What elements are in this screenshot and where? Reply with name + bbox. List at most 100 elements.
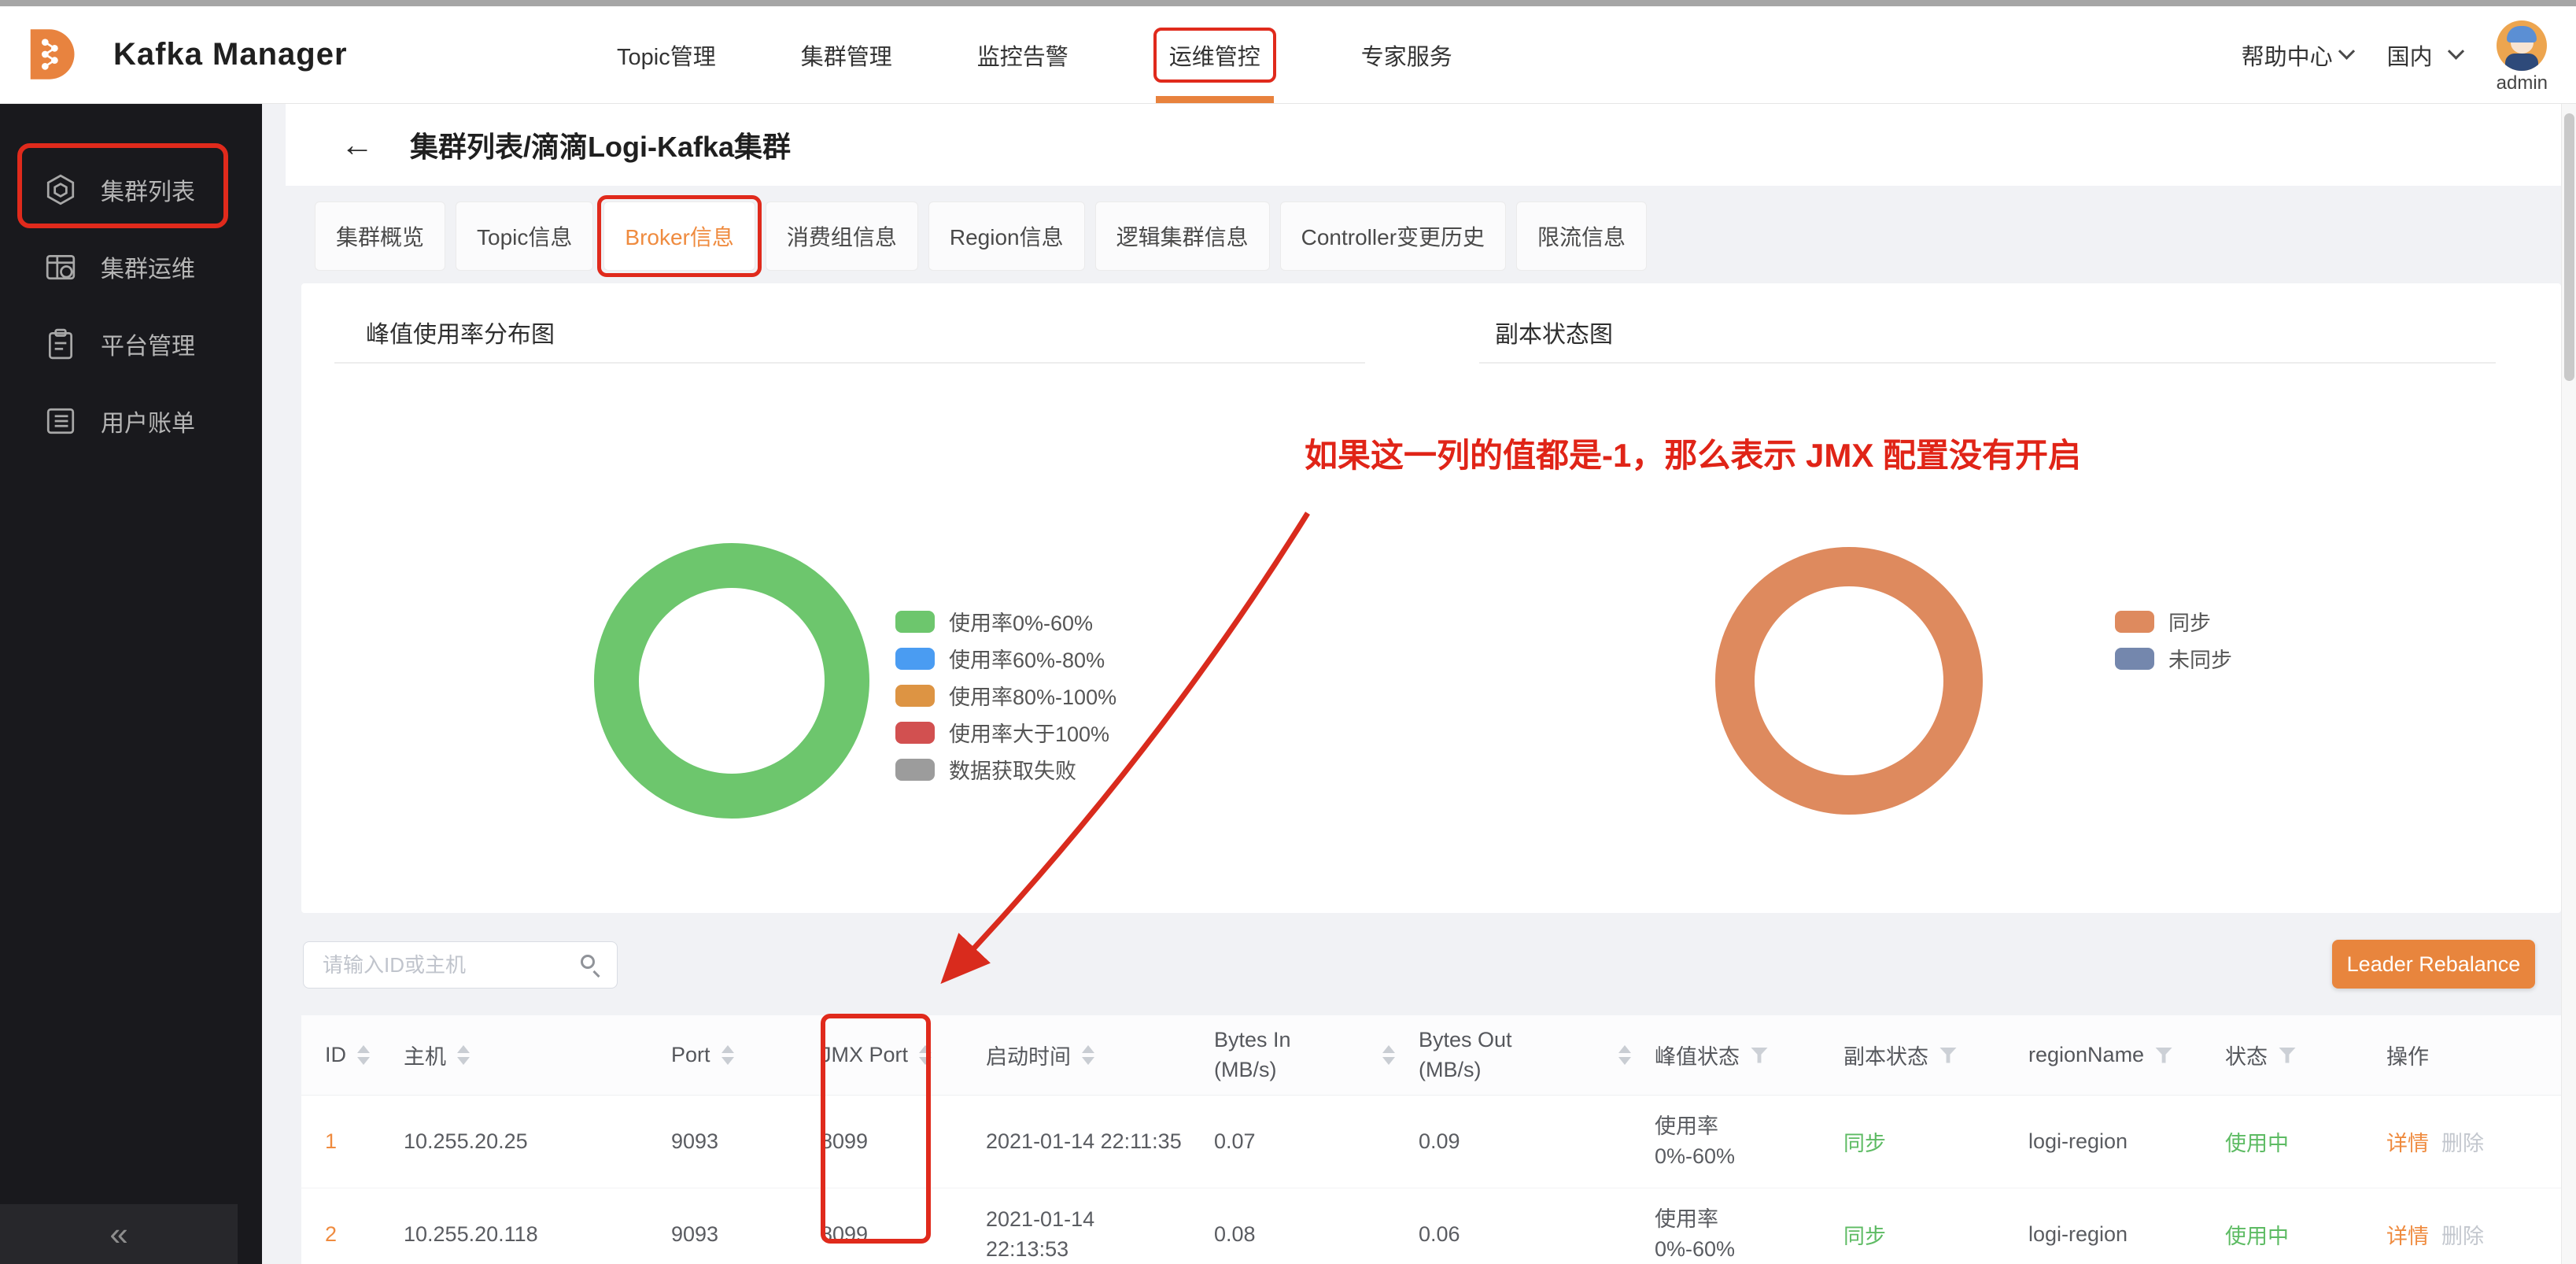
sort-icon[interactable] — [1082, 1045, 1094, 1065]
sort-icon[interactable] — [1382, 1045, 1395, 1065]
tab-broker-info[interactable]: Broker信息 — [597, 195, 762, 277]
filter-icon[interactable] — [2279, 1047, 2296, 1063]
peak-status-cell: 使用率 0%-60% — [1655, 1207, 1736, 1261]
scrollbar-thumb[interactable] — [2564, 113, 2574, 381]
nav-item-label: Topic管理 — [617, 44, 716, 70]
status-cell: 使用中 — [2225, 1225, 2289, 1248]
legend-swatch — [895, 684, 935, 707]
sort-icon[interactable] — [1618, 1045, 1631, 1065]
col-header-bytes-out[interactable]: Bytes Out (MB/s) — [1419, 1026, 1655, 1085]
legend-item[interactable]: 使用率大于100% — [895, 714, 1116, 751]
replica-status-cell: 同步 — [1843, 1132, 1886, 1155]
sidebar-item-platform-admin[interactable]: 平台管理 — [0, 305, 262, 383]
host-cell: 10.255.20.25 — [404, 1129, 528, 1153]
tab-controller-history[interactable]: Controller变更历史 — [1279, 201, 1507, 271]
sort-icon[interactable] — [721, 1045, 734, 1065]
col-label: 峰值状态 — [1655, 1045, 1740, 1069]
tab-cluster-overview[interactable]: 集群概览 — [315, 201, 446, 271]
col-header-id[interactable]: ID — [325, 1043, 404, 1067]
col-label: 操作 — [2386, 1045, 2429, 1069]
legend-item[interactable]: 使用率60%-80% — [895, 640, 1116, 677]
col-label: regionName — [2028, 1043, 2145, 1066]
legend-item[interactable]: 使用率80%-100% — [895, 677, 1116, 714]
detail-link[interactable]: 详情 — [2386, 1225, 2429, 1248]
legend-swatch — [895, 721, 935, 744]
col-label: Bytes Out (MB/s) — [1419, 1027, 1512, 1081]
hexagon-cluster-icon — [44, 173, 77, 206]
sort-icon[interactable] — [919, 1045, 932, 1065]
sort-icon[interactable] — [357, 1045, 370, 1065]
col-label: 副本状态 — [1843, 1045, 1928, 1069]
tab-consumer-group-info[interactable]: 消费组信息 — [765, 201, 918, 271]
tab-logical-cluster-info[interactable]: 逻辑集群信息 — [1094, 201, 1270, 271]
search-icon[interactable] — [580, 954, 602, 978]
nav-item-topic[interactable]: Topic管理 — [574, 6, 758, 103]
back-arrow-icon[interactable]: ← — [341, 126, 374, 163]
search-input[interactable] — [303, 941, 618, 989]
sidebar-item-cluster-list[interactable]: 集群列表 — [0, 151, 262, 228]
legend-item[interactable]: 数据获取失败 — [895, 751, 1116, 788]
filter-icon[interactable] — [2155, 1047, 2173, 1063]
sidebar-item-user-bill[interactable]: 用户账单 — [0, 383, 262, 460]
detail-link[interactable]: 详情 — [2386, 1132, 2429, 1155]
tab-topic-info[interactable]: Topic信息 — [456, 201, 594, 271]
tab-region-info[interactable]: Region信息 — [928, 201, 1085, 271]
avatar-body — [2505, 53, 2539, 71]
peak-status-cell: 使用率 0%-60% — [1655, 1114, 1736, 1168]
col-header-host[interactable]: 主机 — [404, 1040, 671, 1070]
table-row: 1 10.255.20.25 9093 8099 2021-01-14 22:1… — [301, 1096, 2561, 1188]
nav-item-expert[interactable]: 专家服务 — [1319, 6, 1495, 103]
broker-id-link[interactable]: 1 — [325, 1129, 338, 1153]
sort-icon[interactable] — [457, 1045, 470, 1065]
help-center-menu[interactable]: 帮助中心 — [2242, 39, 2355, 72]
col-header-port[interactable]: Port — [671, 1043, 821, 1067]
sidebar-item-cluster-ops[interactable]: 集群运维 — [0, 228, 262, 305]
sidebar-item-label: 用户账单 — [101, 411, 195, 437]
nav-item-label: 集群管理 — [800, 44, 892, 70]
col-header-start-time[interactable]: 启动时间 — [986, 1040, 1214, 1070]
bytes-out-cell: 0.09 — [1419, 1129, 1460, 1153]
nav-item-ops[interactable]: 运维管控 — [1111, 6, 1319, 103]
sidebar-collapse-button[interactable]: « — [0, 1204, 238, 1264]
nav-item-cluster[interactable]: 集群管理 — [758, 6, 935, 103]
col-header-bytes-in[interactable]: Bytes In (MB/s) — [1214, 1026, 1419, 1085]
legend-item[interactable]: 使用率0%-60% — [895, 603, 1116, 640]
delete-link[interactable]: 删除 — [2441, 1132, 2484, 1155]
tab-label: 消费组信息 — [786, 225, 897, 249]
legend-item[interactable]: 同步 — [2115, 603, 2232, 640]
host-cell: 10.255.20.118 — [404, 1222, 538, 1246]
user-menu[interactable]: admin — [2497, 20, 2548, 94]
sidebar-menu: 集群列表 集群运维 平台管理 用户账单 — [0, 151, 262, 460]
tab-label: 逻辑集群信息 — [1116, 225, 1249, 249]
col-header-region-name[interactable]: regionName — [2028, 1043, 2225, 1067]
legend-label: 未同步 — [2168, 649, 2232, 672]
usage-chart-legend: 使用率0%-60% 使用率60%-80% 使用率80%-100% 使用率大于10… — [895, 603, 1116, 788]
legend-swatch — [895, 610, 935, 633]
delete-link[interactable]: 删除 — [2441, 1225, 2484, 1248]
col-header-jmx-port[interactable]: JMX Port — [821, 1043, 986, 1067]
col-header-replica-status[interactable]: 副本状态 — [1843, 1040, 2028, 1070]
grid-coin-icon — [44, 250, 77, 283]
breadcrumb-bar: ← 集群列表/滴滴Logi-Kafka集群 — [286, 104, 2561, 186]
active-nav-indicator — [1155, 96, 1274, 103]
leader-rebalance-button[interactable]: Leader Rebalance — [2332, 940, 2535, 989]
nav-item-monitor[interactable]: 监控告警 — [935, 6, 1111, 103]
divider — [334, 362, 1365, 364]
bytes-out-cell: 0.06 — [1419, 1222, 1460, 1246]
col-header-status[interactable]: 状态 — [2225, 1040, 2386, 1070]
tab-throttle-info[interactable]: 限流信息 — [1516, 201, 1648, 271]
broker-id-link[interactable]: 2 — [325, 1222, 338, 1246]
sidebar-item-label: 平台管理 — [101, 334, 195, 360]
filter-icon[interactable] — [1939, 1047, 1957, 1063]
region-selector[interactable]: 国内 — [2387, 39, 2464, 72]
legend-item[interactable]: 未同步 — [2115, 640, 2232, 677]
port-cell: 9093 — [671, 1222, 719, 1246]
annotation-red-box-nav: 运维管控 — [1153, 27, 1276, 83]
sidebar-item-label: 集群列表 — [101, 179, 195, 205]
col-header-peak-status[interactable]: 峰值状态 — [1655, 1040, 1843, 1070]
table-header-row: ID 主机 Port JMX Port 启动时间 Bytes In — [301, 1015, 2561, 1096]
vertical-scrollbar[interactable] — [2561, 104, 2576, 1264]
replica-chart-title: 副本状态图 — [1495, 322, 1613, 348]
filter-icon[interactable] — [1751, 1047, 1768, 1063]
